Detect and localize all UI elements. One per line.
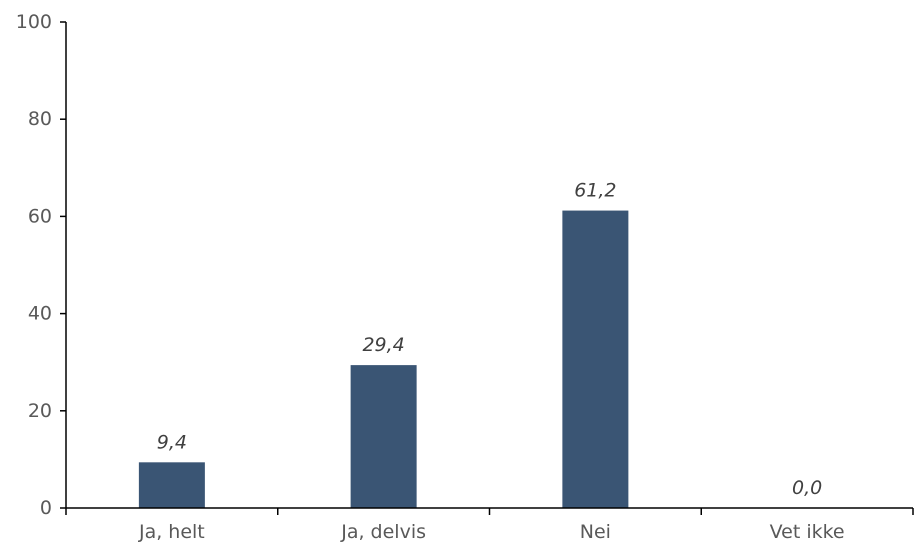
bar [562, 210, 629, 508]
y-tick-label: 0 [40, 497, 52, 519]
category-labels: Ja, helt Ja, delvis Nei Vet ikke [138, 521, 845, 543]
y-tick-label: 20 [28, 400, 52, 422]
data-labels: 9,4 29,4 61,2 0,0 [157, 180, 822, 499]
y-tick-label: 100 [16, 11, 52, 33]
y-axis-ticks: 0 20 40 60 80 100 [16, 11, 66, 519]
y-tick-label: 60 [28, 205, 52, 227]
category-label: Nei [580, 521, 611, 543]
bars [138, 210, 629, 508]
x-axis-ticks [65, 508, 914, 515]
data-label: 9,4 [157, 431, 187, 453]
bar [138, 462, 205, 508]
y-tick-label: 40 [28, 303, 52, 325]
category-label: Vet ikke [770, 521, 845, 543]
data-label: 61,2 [574, 180, 616, 202]
category-label: Ja, delvis [340, 521, 426, 543]
data-label: 29,4 [362, 334, 404, 356]
category-label: Ja, helt [138, 521, 205, 543]
bar [350, 365, 417, 508]
data-label: 0,0 [792, 477, 822, 499]
y-tick-label: 80 [28, 108, 52, 130]
